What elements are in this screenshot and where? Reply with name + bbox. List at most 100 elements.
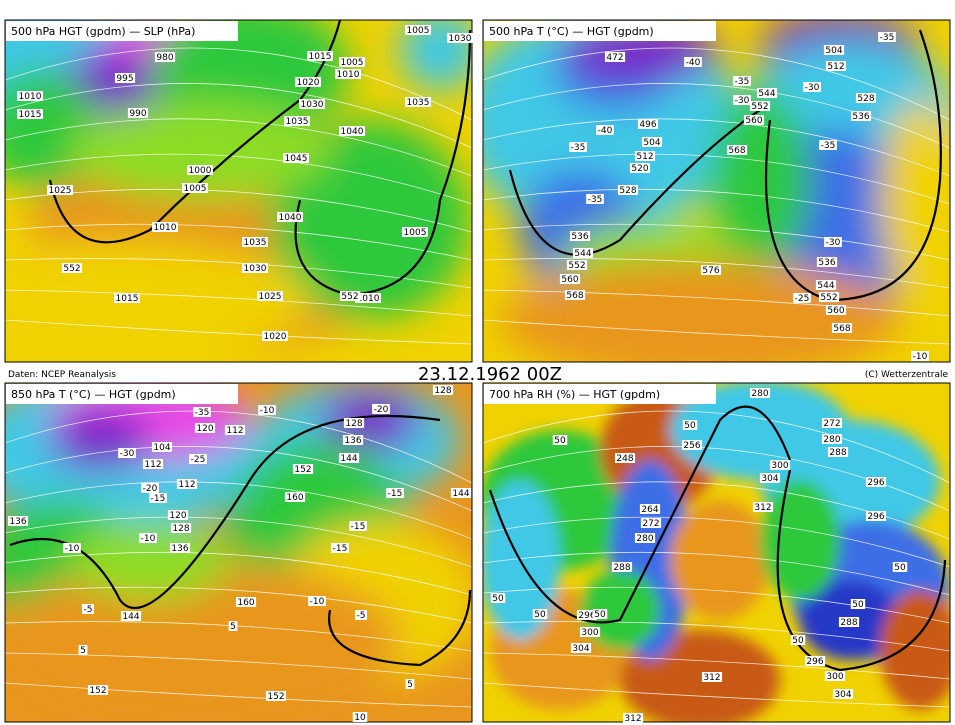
isoline (483, 621, 950, 652)
isoline (5, 319, 472, 345)
label-bg (596, 125, 614, 135)
label-bg (824, 237, 842, 247)
color-field (5, 20, 472, 360)
label-bg (569, 231, 591, 241)
label-bg (793, 293, 811, 303)
contour-label: 160 (237, 598, 254, 608)
isoline (5, 47, 472, 121)
label-bg (262, 331, 288, 341)
label-bg (339, 126, 365, 136)
contour-label: 160 (286, 493, 303, 503)
thick-contour (48, 20, 342, 244)
contour-label: 50 (852, 600, 864, 610)
label-bg (604, 52, 626, 62)
contour-label: 1010 (357, 294, 380, 304)
label-bg (815, 280, 837, 290)
contour-label: 248 (616, 454, 633, 464)
contour-label: 512 (636, 152, 653, 162)
label-bg (142, 459, 164, 469)
contour-label: 50 (554, 436, 566, 446)
label-bg (242, 263, 268, 273)
label-bg (759, 473, 781, 483)
label-bg (825, 61, 847, 71)
contour-label: 296 (867, 478, 884, 488)
label-bg (865, 477, 887, 487)
label-bg (634, 533, 656, 543)
label-bg (827, 447, 849, 457)
label-bg (338, 453, 360, 463)
label-bg (559, 274, 581, 284)
label-bg (682, 420, 698, 430)
label-bg (831, 323, 853, 333)
contour-label: 50 (594, 610, 606, 620)
thick-contour (508, 109, 761, 256)
panel-border (4, 19, 473, 363)
panel-border (482, 382, 951, 723)
contour-label: -40 (598, 126, 613, 136)
contour-label: -10 (310, 597, 325, 607)
contour-label: 1030 (301, 100, 324, 110)
field-blob (70, 520, 230, 600)
label-bg (641, 137, 663, 147)
contour-label: 1030 (244, 264, 267, 274)
label-bg (640, 518, 662, 528)
label-bg (292, 464, 314, 474)
label-bg (182, 183, 208, 193)
label-bg (819, 140, 837, 150)
label-bg (63, 543, 81, 553)
contour-label: 50 (534, 610, 546, 620)
contour-label: -30 (120, 449, 135, 459)
contour-label: 536 (852, 112, 869, 122)
contour-label: 312 (703, 673, 720, 683)
map-panel (483, 20, 950, 362)
label-bg (823, 45, 845, 55)
label-bg (257, 291, 283, 301)
isoline (5, 551, 472, 596)
label-bg (432, 385, 454, 395)
thick-contour (488, 405, 792, 624)
label-bg (569, 142, 587, 152)
label-bg (824, 671, 846, 681)
contour-label: -5 (84, 605, 93, 615)
label-bg (821, 418, 843, 428)
label-bg (622, 713, 644, 723)
label-bg (634, 151, 656, 161)
label-bg (700, 265, 722, 275)
label-bg (295, 77, 321, 87)
label-bg (355, 610, 367, 620)
contour-label: -40 (686, 58, 701, 68)
contour-label: 1040 (341, 127, 364, 137)
contour-label: 1025 (49, 186, 72, 196)
label-bg (308, 596, 326, 606)
contour-label: 552 (63, 264, 80, 274)
title-box (6, 21, 238, 41)
date: 23.12.1962 00Z (418, 364, 562, 385)
label-bg (816, 257, 838, 267)
label-bg (564, 290, 586, 300)
panel-title: 500 hPa T (°C) — HGT (gpdm) (489, 25, 654, 38)
contour-label: 472 (606, 53, 623, 63)
contour-label: 520 (631, 164, 648, 174)
contour-label: 552 (751, 102, 768, 112)
contour-label: 256 (683, 441, 700, 451)
contour-label: 144 (122, 612, 139, 622)
label-bg (552, 435, 568, 445)
copyright: (C) Wetterzentrale (865, 370, 949, 380)
label-bg (284, 492, 306, 502)
panel-title: 500 hPa HGT (gpdm) — SLP (hPa) (11, 25, 195, 38)
label-bg (61, 263, 83, 273)
label-bg (878, 32, 896, 42)
source: Daten: NCEP Reanalysis (8, 370, 116, 380)
label-bg (911, 351, 929, 361)
contour-label: 560 (827, 306, 844, 316)
label-bg (405, 25, 431, 35)
isoline (483, 83, 950, 149)
contour-label: 1030 (449, 34, 472, 44)
contour-label: 544 (574, 249, 591, 259)
contour-label: 296 (578, 611, 595, 621)
contour-label: 552 (820, 293, 837, 303)
label-bg (139, 533, 157, 543)
contour-label: 300 (581, 628, 598, 638)
contour-label: 144 (340, 454, 357, 464)
label-bg (242, 237, 268, 247)
